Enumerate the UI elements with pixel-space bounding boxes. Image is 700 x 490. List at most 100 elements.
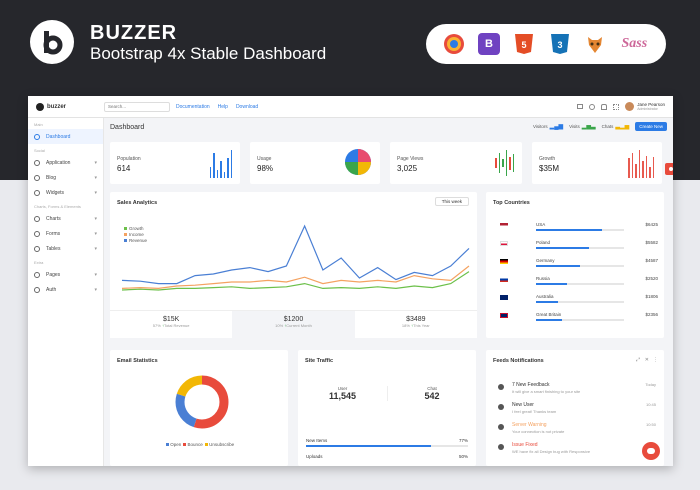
thumbs-up-icon — [498, 384, 504, 390]
sidebar-item-label: Application — [46, 159, 71, 166]
bell-icon[interactable] — [601, 103, 608, 110]
expand-icon[interactable]: ⤢ — [635, 357, 640, 363]
sidebar-item-widgets[interactable]: Widgets ▾ — [28, 185, 103, 200]
tech-stack-pill: B 5 3 Sass — [426, 24, 666, 64]
footer-percent: 57% — [152, 323, 161, 328]
page-title: Dashboard — [110, 124, 145, 131]
close-icon[interactable]: ✕ — [644, 357, 649, 363]
sidebar-item-label: Tables — [46, 245, 61, 252]
country-row-russia: Russia $2520 — [494, 276, 658, 288]
legend-item-revenue: Revenue — [124, 238, 147, 244]
chart-legend: Growth Income Revenue — [124, 226, 147, 244]
sidebar-item-application[interactable]: Application ▾ — [28, 155, 103, 170]
bootstrap-icon: B — [477, 33, 500, 55]
search-input[interactable] — [104, 101, 170, 112]
mail-icon[interactable] — [577, 104, 584, 109]
traffic-row-new-items: New Items 77% — [306, 438, 468, 447]
apps-icon — [34, 159, 40, 166]
target-icon — [443, 33, 465, 55]
card-title: Feeds Notifications — [493, 358, 544, 364]
lock-icon — [34, 286, 40, 293]
sass-icon: Sass — [621, 36, 648, 51]
brand-title: BUZZER — [90, 22, 178, 44]
mini-bars-icon: ▃▂▅ — [615, 124, 630, 130]
feed-item[interactable]: Issue Fixed WE have fix all Design bug wi… — [494, 442, 656, 462]
main-content: Dashboard Visitors ▂▄▆ Visits ▂▅▃ Chats … — [104, 118, 673, 466]
flag-australia-icon — [500, 295, 508, 300]
country-row-poland: Poland $5582 — [494, 240, 658, 252]
sales-footer-item: $15K 57% ↑Total Revenue — [110, 311, 233, 338]
sidebar-item-dashboard[interactable]: Dashboard — [28, 129, 103, 144]
chevron-down-icon: ▾ — [94, 174, 97, 181]
traffic-stat-value: 542 — [424, 391, 440, 401]
footer-percent: 10% — [275, 323, 284, 328]
table-icon — [34, 245, 40, 252]
footer-caption: Current Month — [286, 323, 312, 328]
week-filter-select[interactable]: This week — [434, 197, 469, 206]
sales-line-chart — [121, 224, 470, 291]
html5-icon: 5 — [513, 33, 535, 55]
chevron-down-icon: ▾ — [94, 286, 97, 293]
legend-item-unsubscribe: Unsubscribe — [204, 442, 234, 447]
sidebar-item-label: Widgets — [46, 189, 65, 196]
chat-icon[interactable] — [589, 103, 596, 110]
legend-item-open: Open — [166, 442, 181, 447]
pie-chart-icon — [345, 149, 371, 175]
stat-value: 98% — [257, 164, 274, 173]
mini-bars-icon: ▂▅▃ — [581, 124, 596, 130]
stat-label: Population — [117, 156, 141, 162]
home-icon — [34, 133, 40, 140]
create-new-button[interactable]: Create New — [635, 122, 667, 131]
sparkline-bars — [209, 150, 235, 178]
more-icon[interactable]: ⋮ — [653, 357, 658, 363]
sidebar-item-forms[interactable]: Forms ▾ — [28, 226, 103, 241]
stat-card-page-views: Page Views 3,025 — [390, 142, 522, 184]
sidebar-item-charts[interactable]: Charts ▾ — [28, 211, 103, 226]
chevron-down-icon: ▾ — [94, 159, 97, 166]
chat-fab[interactable] — [642, 442, 660, 460]
traffic-stat-label: User — [337, 386, 348, 391]
footer-caption: Total Revenue — [163, 323, 190, 328]
sales-footer-item: $1200 10% ↑Current Month — [232, 311, 355, 338]
stat-value: $35M — [539, 164, 560, 173]
email-donut-chart — [175, 375, 229, 429]
sidebar-item-pages[interactable]: Pages ▾ — [28, 267, 103, 282]
email-statistics-card: Email Statistics Open Bounce Unsubscribe — [110, 350, 288, 466]
flag-poland-icon — [500, 241, 508, 246]
sidebar-item-label: Auth — [46, 286, 57, 293]
footer-value: $1200 — [283, 316, 304, 323]
nav-link-download[interactable]: Download — [235, 103, 259, 110]
form-icon — [34, 230, 40, 237]
sidebar-item-tables[interactable]: Tables ▾ — [28, 241, 103, 256]
sidebar-item-label: Pages — [46, 271, 61, 278]
nav-link-help[interactable]: Help — [217, 103, 228, 110]
chevron-down-icon: ▾ — [94, 189, 97, 196]
brand-logo-icon — [30, 20, 74, 64]
avatar[interactable] — [625, 102, 635, 111]
sidebar-item-auth[interactable]: Auth ▾ — [28, 282, 103, 297]
sidebar: Main Dashboard Social Application ▾ Blog ▾… — [28, 118, 104, 466]
dashboard-preview: buzzer Documentation Help Download Jane … — [28, 96, 673, 466]
feed-item[interactable]: New User I feel great! Thanks team 10:45 — [494, 402, 656, 422]
brand-subtitle: Bootstrap 4x Stable Dashboard — [90, 44, 327, 63]
chat-bubble-icon — [647, 448, 655, 454]
css3-icon: 3 — [549, 33, 571, 55]
topbar-logo[interactable]: buzzer — [28, 102, 104, 111]
sparkline-bars — [495, 150, 516, 176]
settings-fab[interactable] — [665, 163, 673, 175]
mini-stat-visitors: Visitors — [532, 124, 548, 129]
traffic-stat-value: 11,545 — [328, 391, 357, 401]
grid-icon[interactable] — [613, 103, 620, 110]
sidebar-item-blog[interactable]: Blog ▾ — [28, 170, 103, 185]
feed-item[interactable]: Server Warning Your connection is not pri… — [494, 422, 656, 442]
feed-item[interactable]: 7 New Feedback It will give a smart finis… — [494, 382, 656, 402]
nav-link-documentation[interactable]: Documentation — [176, 103, 210, 110]
card-title: Sales Analytics — [117, 200, 158, 206]
sidebar-section-extra: Extra — [34, 260, 44, 265]
user-name: Jane Pearson — [637, 102, 665, 107]
svg-text:5: 5 — [522, 40, 527, 50]
stat-card-population: Population 614 — [110, 142, 240, 184]
chevron-down-icon: ▾ — [94, 215, 97, 222]
sidebar-section-social: Social — [34, 148, 45, 153]
header-mini-stats: Visitors ▂▄▆ Visits ▂▅▃ Chats ▃▂▅ Create… — [533, 122, 667, 131]
